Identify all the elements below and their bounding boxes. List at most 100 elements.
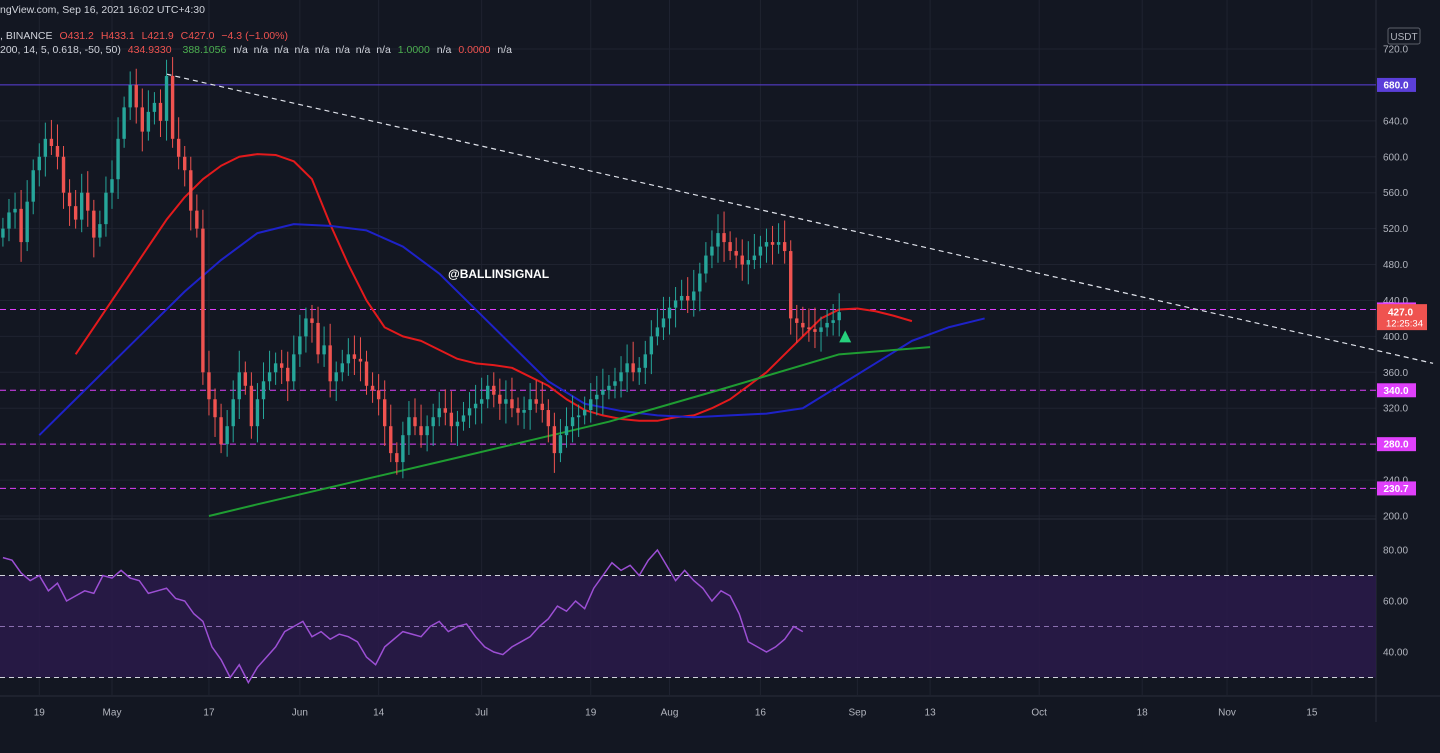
candle-body <box>352 354 357 359</box>
indicator-params: 200, 14, 5, 0.618, -50, 50) <box>0 44 121 56</box>
candle-body <box>255 399 260 427</box>
candle-body <box>522 410 526 413</box>
value-one: 1.0000 <box>397 44 430 56</box>
candle-body <box>383 399 387 427</box>
candle-body <box>261 381 266 400</box>
price-tick-label: 640.0 <box>1383 116 1408 127</box>
current-price-tag-bg <box>1377 304 1427 331</box>
candle-body <box>413 417 417 427</box>
candle-body <box>55 145 60 157</box>
price-tick-label: 600.0 <box>1383 152 1408 163</box>
candle-body <box>346 354 351 364</box>
candle-body <box>31 170 35 202</box>
candle-body <box>607 385 611 391</box>
candle-body <box>225 426 229 445</box>
candle-body <box>716 233 720 247</box>
candle-body <box>461 415 466 422</box>
time-tick-label: May <box>103 708 122 719</box>
candle-body <box>722 233 726 243</box>
indicator-line: 200, 14, 5, 0.618, -50, 50) 434.9330 388… <box>0 44 516 56</box>
time-tick-label: Aug <box>661 708 679 719</box>
candle-body <box>231 399 235 427</box>
time-tick-label: 15 <box>1306 708 1318 719</box>
candle-body <box>692 291 696 301</box>
candle-body <box>752 255 757 261</box>
tag-680: 680.0 <box>1383 80 1408 91</box>
candle-body <box>473 403 478 409</box>
time-tick-label: 13 <box>925 708 937 719</box>
candle-body <box>546 410 551 427</box>
candle-body <box>334 372 338 382</box>
candle-body <box>164 75 169 121</box>
candle-body <box>43 138 48 157</box>
time-tick-label: Nov <box>1218 708 1236 719</box>
candle-body <box>649 336 654 355</box>
time-tick-label: 14 <box>373 708 385 719</box>
candle-body <box>795 318 799 323</box>
candle-body <box>13 208 17 213</box>
candle-body <box>140 107 144 132</box>
watermark-label: @BALLINSIGNAL <box>448 267 549 281</box>
moving-averages <box>38 153 985 517</box>
candle-body <box>558 435 563 454</box>
candle-body <box>376 390 381 400</box>
ohlc-line: , BINANCE O431.2 H433.1 L421.9 C427.0 −4… <box>0 30 292 42</box>
price-tick-label: 240.0 <box>1383 476 1408 487</box>
tag-230-bg <box>1377 481 1416 496</box>
candle-body <box>67 192 72 207</box>
candle-body <box>7 212 11 229</box>
change-value: −4.3 (−1.00%) <box>221 30 288 42</box>
rsi-tick-label: 80.00 <box>1383 546 1408 557</box>
ma-blue-line <box>38 223 985 436</box>
candle-body <box>201 228 205 373</box>
candle-body <box>831 320 835 323</box>
na-values: n/a n/a n/a n/a n/a n/a n/a n/a <box>233 44 391 56</box>
candle-body <box>516 408 520 413</box>
candle-body <box>322 345 326 355</box>
candle-body <box>486 385 490 400</box>
candle-body <box>595 394 599 400</box>
tag-680-bg <box>1377 77 1416 92</box>
candle-body <box>49 138 54 146</box>
candle-body <box>619 372 623 382</box>
candle-body <box>92 210 96 238</box>
candle-body <box>170 75 175 139</box>
time-tick-label: 19 <box>585 708 597 719</box>
candle-body <box>807 327 811 330</box>
candle-body <box>679 295 684 301</box>
candles <box>1 57 841 479</box>
time-tick-label: 17 <box>203 708 215 719</box>
candle-body <box>813 329 817 332</box>
candle-body <box>152 102 157 112</box>
candle-body <box>304 318 308 337</box>
tag-230: 230.7 <box>1383 484 1408 495</box>
candle-body <box>819 327 823 332</box>
time-tick-label: Jul <box>475 708 488 719</box>
candle-body <box>189 170 193 211</box>
candle-body <box>310 318 314 323</box>
candle-body <box>37 156 41 171</box>
candle-body <box>582 410 587 416</box>
candle-body <box>425 426 429 436</box>
candle-body <box>98 224 102 238</box>
ma-green-value: 388.1056 <box>182 44 227 56</box>
price-tick-label: 520.0 <box>1383 224 1408 235</box>
candle-body <box>86 192 90 211</box>
candle-body <box>213 399 217 418</box>
chart-info-line: ngView.com, Sep 16, 2021 16:02 UTC+4:30 <box>0 4 209 16</box>
candle-body <box>510 399 514 409</box>
candle-body <box>407 417 411 436</box>
candle-body <box>279 363 284 368</box>
candle-body <box>176 138 181 157</box>
ma-red-line <box>74 153 913 422</box>
time-tick-label: Oct <box>1031 708 1047 719</box>
candle-body <box>625 363 629 373</box>
candle-body <box>576 415 581 418</box>
time-tick-label: Sep <box>848 708 866 719</box>
countdown-label: 12:25:34 <box>1386 319 1423 330</box>
candle-body <box>401 435 405 463</box>
rsi-band <box>0 575 1376 678</box>
candle-body <box>61 156 66 193</box>
tag-340: 340.0 <box>1383 386 1408 397</box>
